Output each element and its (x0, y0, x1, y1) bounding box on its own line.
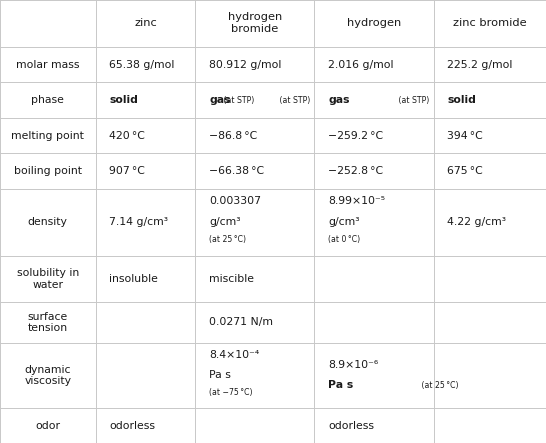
Text: insoluble: insoluble (109, 274, 158, 284)
Text: hydrogen
bromide: hydrogen bromide (228, 12, 282, 34)
Text: 0.0271 N/m: 0.0271 N/m (209, 318, 273, 327)
Text: gas: gas (209, 95, 230, 105)
Text: solid: solid (109, 95, 138, 105)
Text: boiling point: boiling point (14, 166, 82, 176)
Text: −259.2 °C: −259.2 °C (328, 131, 383, 140)
Text: 8.99×10⁻⁵: 8.99×10⁻⁵ (328, 196, 385, 206)
Text: 2.016 g/mol: 2.016 g/mol (328, 59, 394, 70)
Text: molar mass: molar mass (16, 59, 80, 70)
Text: −86.8 °C: −86.8 °C (209, 131, 257, 140)
Text: 7.14 g/cm³: 7.14 g/cm³ (109, 217, 168, 227)
Text: zinc: zinc (134, 18, 157, 28)
Text: surface
tension: surface tension (28, 311, 68, 333)
Text: (at 0 °C): (at 0 °C) (328, 235, 360, 245)
Text: density: density (28, 217, 68, 227)
Text: 8.9×10⁻⁶: 8.9×10⁻⁶ (328, 360, 378, 370)
Text: (at 25 °C): (at 25 °C) (209, 235, 246, 245)
Text: solid: solid (447, 95, 476, 105)
Text: odorless: odorless (328, 420, 374, 431)
Text: (at STP): (at STP) (396, 96, 429, 105)
Text: (at STP): (at STP) (221, 96, 254, 105)
Text: −252.8 °C: −252.8 °C (328, 166, 383, 176)
Text: 65.38 g/mol: 65.38 g/mol (109, 59, 175, 70)
Text: (at 25 °C): (at 25 °C) (419, 381, 459, 390)
Text: solubility in
water: solubility in water (16, 268, 79, 290)
Text: 4.22 g/cm³: 4.22 g/cm³ (447, 217, 506, 227)
Text: 907 °C: 907 °C (109, 166, 145, 176)
Text: 225.2 g/mol: 225.2 g/mol (447, 59, 513, 70)
Text: miscible: miscible (209, 274, 254, 284)
Text: melting point: melting point (11, 131, 84, 140)
Text: (at STP): (at STP) (277, 96, 310, 105)
Text: Pa s: Pa s (209, 370, 231, 380)
Text: (at −75 °C): (at −75 °C) (209, 388, 253, 397)
Text: odorless: odorless (109, 420, 155, 431)
Text: 8.4×10⁻⁴: 8.4×10⁻⁴ (209, 350, 259, 360)
Text: gas: gas (328, 95, 349, 105)
Text: zinc bromide: zinc bromide (453, 18, 526, 28)
Text: 420 °C: 420 °C (109, 131, 145, 140)
Text: 0.003307: 0.003307 (209, 196, 261, 206)
Text: 675 °C: 675 °C (447, 166, 483, 176)
Text: Pa s: Pa s (328, 381, 353, 390)
Text: 394 °C: 394 °C (447, 131, 483, 140)
Text: odor: odor (35, 420, 60, 431)
Text: 80.912 g/mol: 80.912 g/mol (209, 59, 282, 70)
Text: −66.38 °C: −66.38 °C (209, 166, 264, 176)
Text: g/cm³: g/cm³ (209, 217, 241, 227)
Text: g/cm³: g/cm³ (328, 217, 360, 227)
Text: hydrogen: hydrogen (347, 18, 401, 28)
Text: phase: phase (31, 95, 64, 105)
Text: dynamic
viscosity: dynamic viscosity (24, 365, 72, 386)
